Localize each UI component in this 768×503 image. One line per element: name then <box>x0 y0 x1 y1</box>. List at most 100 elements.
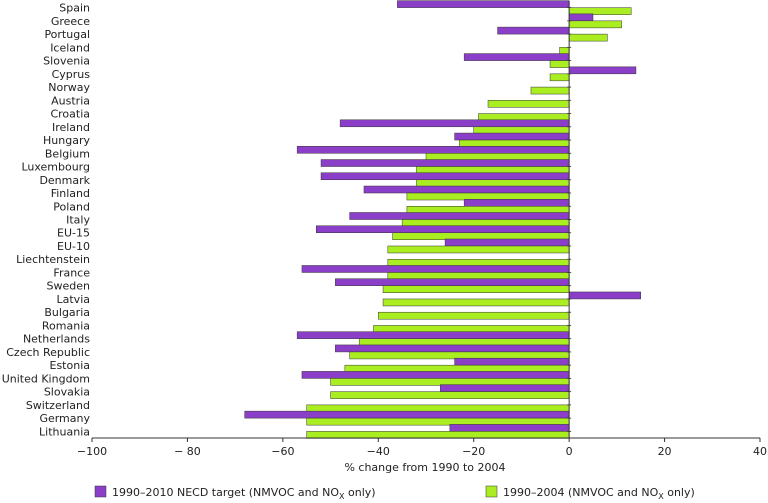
bar-series-2 <box>478 113 570 121</box>
bar-series-2 <box>406 192 570 201</box>
x-axis-label: % change from 1990 to 2004 <box>344 461 505 474</box>
category-label: Bulgaria <box>44 306 90 319</box>
bar-series-2 <box>568 33 608 42</box>
x-tick-label: −60 <box>271 445 294 458</box>
bar-series-1 <box>301 371 570 379</box>
bar-series-2 <box>568 20 622 29</box>
bar-series-1 <box>316 225 570 233</box>
bar-series-1 <box>568 291 641 300</box>
bar-series-2 <box>344 364 570 373</box>
bar-series-2 <box>549 73 570 82</box>
category-label: Austria <box>51 94 90 107</box>
x-tick-label: −20 <box>462 445 485 458</box>
x-tick-label: 0 <box>566 445 573 458</box>
legend-label-1: 1990–2010 NECD target (NMVOC and NOX onl… <box>112 486 376 501</box>
x-tick-label: −40 <box>367 445 390 458</box>
category-label: Hungary <box>43 134 90 147</box>
bar-series-1 <box>335 344 570 353</box>
bar-series-1 <box>568 66 637 75</box>
category-label: Ireland <box>52 121 90 134</box>
bar-series-1 <box>568 13 594 22</box>
category-label: Luxembourg <box>21 161 90 174</box>
bar-series-2 <box>330 391 570 399</box>
bar-series-2 <box>378 311 570 320</box>
x-tick-label: − 80 <box>174 445 201 458</box>
category-label: France <box>53 266 90 279</box>
bar-series-1 <box>454 357 570 366</box>
category-label: Belgium <box>45 147 90 160</box>
category-label: Romania <box>42 319 90 332</box>
category-label: Finland <box>51 187 90 200</box>
category-label: Switzerland <box>26 399 90 412</box>
bar-series-1 <box>444 238 570 247</box>
bar-series-2 <box>487 100 570 108</box>
bar-series-2 <box>330 378 570 386</box>
bar-series-1 <box>449 424 570 432</box>
bar-series-1 <box>440 384 570 392</box>
legend-swatch-2 <box>485 485 498 498</box>
bar-series-2 <box>387 272 570 280</box>
category-label: Croatia <box>50 108 90 121</box>
bar-series-2 <box>373 325 570 333</box>
x-tick-label: 20 <box>658 445 672 458</box>
category-label: Italy <box>66 214 90 227</box>
category-label: EU-10 <box>57 240 90 253</box>
bar-series-2 <box>549 60 570 68</box>
bar-series-1 <box>244 410 570 419</box>
bar-series-2 <box>473 126 570 135</box>
bar-series-1 <box>463 53 570 61</box>
bar-series-1 <box>363 185 570 194</box>
category-label: Portugal <box>44 28 90 41</box>
category-label: Liechtenstein <box>16 253 90 266</box>
bar-series-2 <box>358 338 570 346</box>
bar-series-2 <box>425 153 570 161</box>
x-tick-label: −100 <box>77 445 107 458</box>
x-tick-label: 40 <box>753 445 767 458</box>
category-label: Sweden <box>47 280 90 293</box>
bar-series-2 <box>568 7 632 15</box>
category-label: Netherlands <box>23 333 90 346</box>
bar-series-2 <box>349 351 570 360</box>
bar-series-1 <box>454 132 570 141</box>
bar-series-2 <box>530 86 570 95</box>
bar-series-1 <box>320 172 570 181</box>
bar-series-2 <box>406 206 570 214</box>
bar-series-2 <box>387 258 570 267</box>
bar-series-1 <box>497 26 570 35</box>
category-labels: SpainGreecePortugalIcelandSloveniaCyprus… <box>2 2 91 439</box>
bar-series-2 <box>306 404 570 413</box>
category-label: Latvia <box>57 293 91 306</box>
bar-series-2 <box>559 47 570 55</box>
bar-series-1 <box>296 146 570 154</box>
bar-series-1 <box>301 265 570 273</box>
category-label: Greece <box>51 15 90 28</box>
bar-series-2 <box>387 245 570 254</box>
bar-series-1 <box>349 212 570 220</box>
category-label: Slovenia <box>43 55 90 68</box>
category-label: Slovakia <box>44 386 90 399</box>
bar-series-1 <box>296 331 570 339</box>
category-label: United Kingdom <box>2 372 90 385</box>
category-label: Cyprus <box>52 68 91 81</box>
bar-series-1 <box>397 0 570 8</box>
bar-series-2 <box>416 179 570 188</box>
category-label: Spain <box>59 2 90 15</box>
category-label: EU-15 <box>57 227 90 240</box>
bar-series-2 <box>306 417 570 426</box>
bar-series-2 <box>382 285 570 293</box>
bar-series-2 <box>416 166 570 174</box>
category-label: Germany <box>39 412 90 425</box>
bar-series-2 <box>306 431 570 439</box>
category-label: Lithuania <box>39 425 90 438</box>
legend-label-2: 1990–2004 (NMVOC and NOX only) <box>503 486 695 501</box>
legend-swatch-1 <box>94 485 107 498</box>
bar-series-2 <box>401 219 570 227</box>
category-label: Norway <box>48 81 90 94</box>
category-label: Denmark <box>39 174 90 187</box>
category-label: Czech Republic <box>6 346 90 359</box>
bar-series-1 <box>463 199 570 207</box>
bar-series-2 <box>392 232 570 240</box>
bar-series-1 <box>320 159 570 167</box>
legend: 1990–2010 NECD target (NMVOC and NOX onl… <box>94 485 695 501</box>
